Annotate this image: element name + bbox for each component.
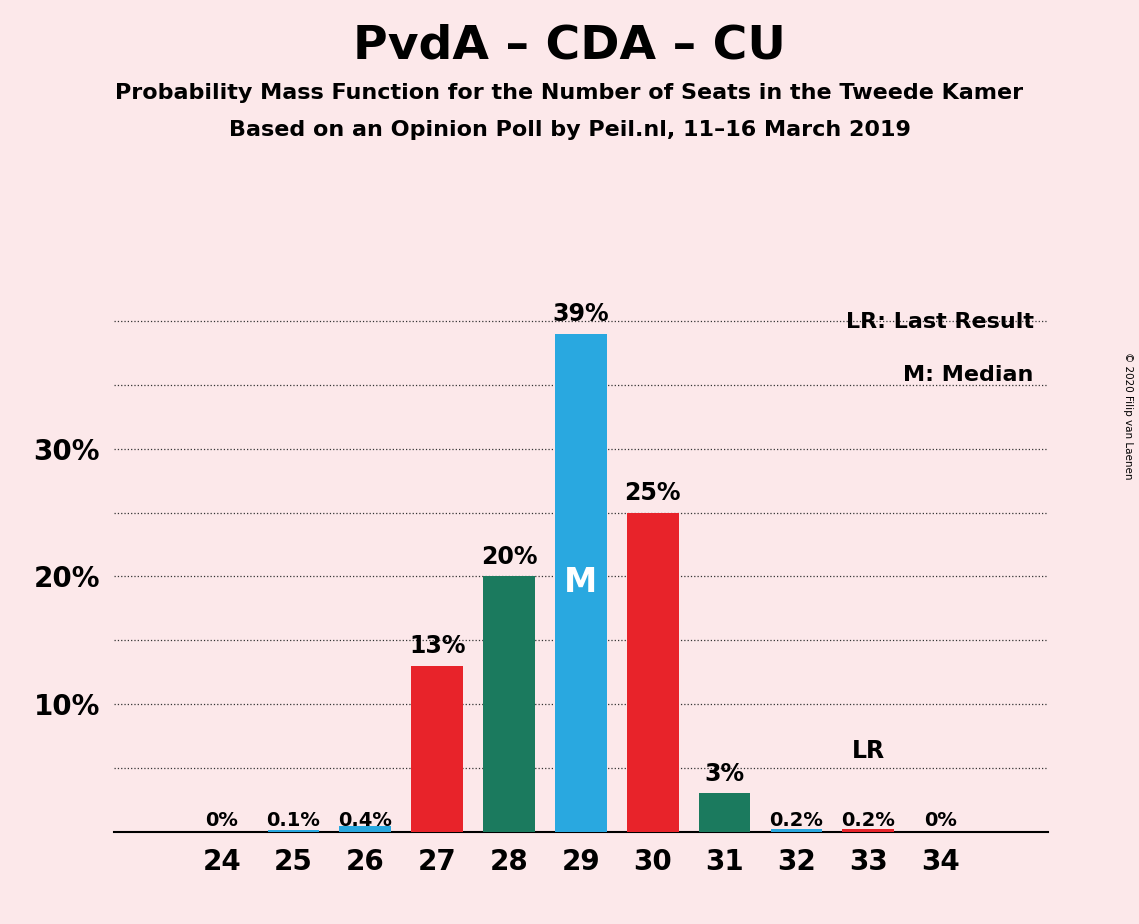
Text: Probability Mass Function for the Number of Seats in the Tweede Kamer: Probability Mass Function for the Number…: [115, 83, 1024, 103]
Bar: [483, 577, 535, 832]
Bar: [771, 829, 822, 832]
Bar: [411, 665, 464, 832]
Text: 3%: 3%: [705, 761, 745, 785]
Text: 0.2%: 0.2%: [770, 810, 823, 830]
Text: 39%: 39%: [552, 302, 609, 326]
Text: LR: Last Result: LR: Last Result: [846, 311, 1034, 332]
Text: M: M: [564, 566, 598, 600]
Text: Based on an Opinion Poll by Peil.nl, 11–16 March 2019: Based on an Opinion Poll by Peil.nl, 11–…: [229, 120, 910, 140]
Text: 25%: 25%: [624, 481, 681, 505]
Bar: [626, 513, 679, 832]
Bar: [843, 829, 894, 832]
Text: PvdA – CDA – CU: PvdA – CDA – CU: [353, 23, 786, 68]
Bar: [268, 831, 319, 832]
Text: 0.2%: 0.2%: [842, 810, 895, 830]
Text: 0%: 0%: [924, 810, 957, 830]
Text: 20%: 20%: [481, 545, 538, 569]
Text: 13%: 13%: [409, 634, 466, 658]
Bar: [555, 334, 607, 832]
Text: LR: LR: [852, 738, 885, 762]
Bar: [339, 826, 391, 832]
Bar: [698, 794, 751, 832]
Text: 0.4%: 0.4%: [338, 810, 392, 830]
Text: © 2020 Filip van Laenen: © 2020 Filip van Laenen: [1123, 352, 1133, 480]
Text: M: Median: M: Median: [903, 365, 1034, 385]
Text: 0.1%: 0.1%: [267, 810, 320, 830]
Text: 0%: 0%: [205, 810, 238, 830]
